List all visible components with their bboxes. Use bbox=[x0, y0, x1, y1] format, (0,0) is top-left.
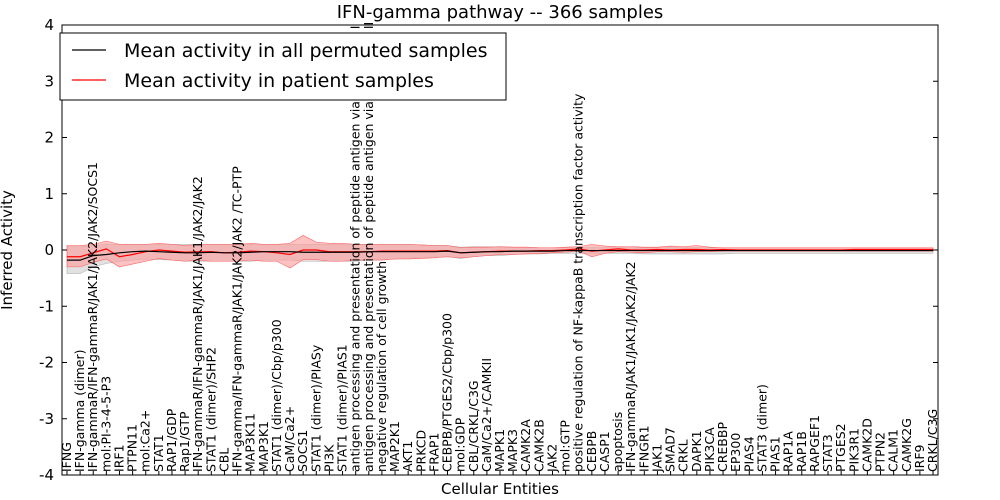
x-category-label: CASP1 bbox=[597, 431, 612, 472]
x-category-label: RAP1B bbox=[794, 431, 809, 472]
series-lines bbox=[67, 248, 933, 261]
x-category-label: STAT1 bbox=[151, 434, 166, 472]
x-category-label: Rap1/GTP bbox=[177, 411, 192, 472]
x-category-label: negative regulation of cell growth bbox=[374, 261, 389, 472]
x-category-label: CREBBP bbox=[715, 422, 730, 472]
x-category-label: STAT1 (dimer)/SHP2 bbox=[203, 347, 218, 472]
x-category-label: IFN-gamma (dimer) bbox=[72, 349, 87, 472]
x-category-label: STAT3 bbox=[820, 434, 835, 472]
plot-frame bbox=[61, 24, 939, 476]
x-category-label: PRKCD bbox=[413, 430, 428, 472]
x-category-label: DAPK1 bbox=[689, 430, 704, 472]
x-category-label: EP300 bbox=[728, 433, 743, 472]
x-category-label: PIK3R1 bbox=[846, 428, 861, 472]
x-category-label: CAMK2G bbox=[899, 418, 914, 472]
x-category-label: STAT1 (dimer)/Cbp/p300 bbox=[269, 319, 284, 472]
x-category-label: mol:GTP bbox=[558, 420, 573, 472]
y-tick-label: -2 bbox=[39, 354, 54, 372]
x-category-label: mol:PI-3-4-5-P3 bbox=[98, 376, 113, 472]
x-category-label: IFNGR1 bbox=[636, 425, 651, 472]
x-category-label: RAPGEF1 bbox=[807, 415, 822, 472]
x-category-label: CAMK2D bbox=[859, 418, 874, 472]
x-category-label: PIAS4 bbox=[741, 436, 756, 472]
x-category-label: positive regulation of NF-kappaB transcr… bbox=[571, 93, 586, 472]
x-category-label: PTPN11 bbox=[125, 424, 140, 472]
x-category-label: mol:GDP bbox=[453, 417, 468, 472]
x-category-label: CBL/CRKL/C3G bbox=[466, 380, 481, 472]
chart-title: IFN-gamma pathway -- 366 samples bbox=[337, 2, 664, 23]
x-category-label: PTGES2 bbox=[833, 423, 848, 472]
y-tick-label: 2 bbox=[44, 129, 54, 147]
x-category-label: PTPN2 bbox=[873, 432, 888, 472]
y-tick-label: 1 bbox=[44, 185, 54, 203]
x-category-label: CaM/Ca2+/CAMKII bbox=[479, 358, 494, 472]
x-category-label: MAPK1 bbox=[492, 429, 507, 472]
x-category-label: CBL bbox=[216, 448, 231, 472]
x-category-label: IFN-gammaR/IFN-gammaR/JAK1/JAK2/JAK2/SOC… bbox=[85, 162, 100, 472]
x-category-label: MAP2K1 bbox=[387, 421, 402, 472]
x-category-label: antigen processing and presentation of p… bbox=[361, 22, 376, 472]
x-category-label: MAP3K11 bbox=[243, 413, 258, 472]
y-axis: -4 -3 -2 -1 0 1 2 3 4 bbox=[39, 16, 938, 484]
x-category-label: STAT1 (dimer)/PIAS1 bbox=[335, 344, 350, 472]
x-category-label: IRF9 bbox=[912, 444, 927, 472]
x-category-label: mol:Ca2+ bbox=[138, 410, 153, 472]
y-tick-label: -3 bbox=[39, 410, 54, 428]
legend-label-patient: Mean activity in patient samples bbox=[124, 70, 434, 92]
x-category-label: JAK1 bbox=[649, 444, 664, 473]
x-category-label: CAMK2A bbox=[518, 419, 533, 472]
x-category-label: CaM/Ca2+ bbox=[282, 406, 297, 472]
legend-box bbox=[59, 32, 507, 101]
x-category-label: PI3K bbox=[321, 444, 336, 472]
x-category-label: IFN-gammaR/IFN-gammaR/JAK1/JAK1/JAK2/JAK… bbox=[190, 176, 205, 472]
x-category-label: CRKL/C3G bbox=[925, 409, 940, 472]
y-axis-label: Inferred Activity bbox=[0, 190, 16, 310]
x-category-label: IRF1 bbox=[111, 444, 126, 472]
x-category-label: CRKL bbox=[676, 439, 691, 472]
x-category-label: SMAD7 bbox=[663, 427, 678, 472]
x-category-label: STAT1 (dimer)/PIASy bbox=[308, 344, 323, 472]
x-category-label: STAT3 (dimer) bbox=[754, 384, 769, 472]
y-tick-label: 3 bbox=[44, 72, 54, 90]
x-category-label: PIK3CA bbox=[702, 427, 717, 472]
legend-label-permuted: Mean activity in all permuted samples bbox=[124, 40, 487, 62]
x-axis-label: Cellular Entities bbox=[441, 480, 559, 498]
x-category-label: CEBPB/PTGES2/Cbp/p300 bbox=[440, 313, 455, 472]
x-category-label: RAP1A bbox=[781, 431, 796, 472]
x-category-label: CEBPB bbox=[584, 431, 599, 472]
x-category-label: apoptosis bbox=[610, 412, 625, 472]
y-tick-label: 0 bbox=[44, 241, 54, 259]
x-category-label: FRAP1 bbox=[426, 433, 441, 472]
y-tick-label: -1 bbox=[39, 297, 54, 315]
x-category-label: IFN-gamma/IFN-gammaR/JAK1/JAK2/JAK2 /TC-… bbox=[230, 166, 245, 472]
x-category-label: CALM1 bbox=[886, 429, 901, 472]
x-category-label: CAMK2B bbox=[531, 419, 546, 472]
x-category-label: IFN-gammaR/JAK1/JAK1/JAK2/JAK2 bbox=[623, 261, 638, 472]
x-category-label: RAP1/GDP bbox=[164, 408, 179, 472]
y-tick-label: 4 bbox=[44, 16, 54, 34]
x-category-label: PIAS1 bbox=[768, 436, 783, 472]
legend: Mean activity in all permuted samples Me… bbox=[59, 32, 507, 101]
x-category-label: IFNG bbox=[59, 442, 74, 472]
line-permuted bbox=[67, 249, 933, 261]
x-category-label: JAK2 bbox=[544, 444, 559, 473]
y-tick-label: -4 bbox=[39, 466, 54, 484]
x-category-label: MAPK3 bbox=[505, 429, 520, 472]
x-category-label: AKT1 bbox=[400, 441, 415, 472]
x-category-label: MAP3K1 bbox=[256, 421, 271, 472]
x-category-label: antigen processing and presentation of p… bbox=[348, 25, 363, 472]
x-category-label: SOCS1 bbox=[295, 430, 310, 472]
